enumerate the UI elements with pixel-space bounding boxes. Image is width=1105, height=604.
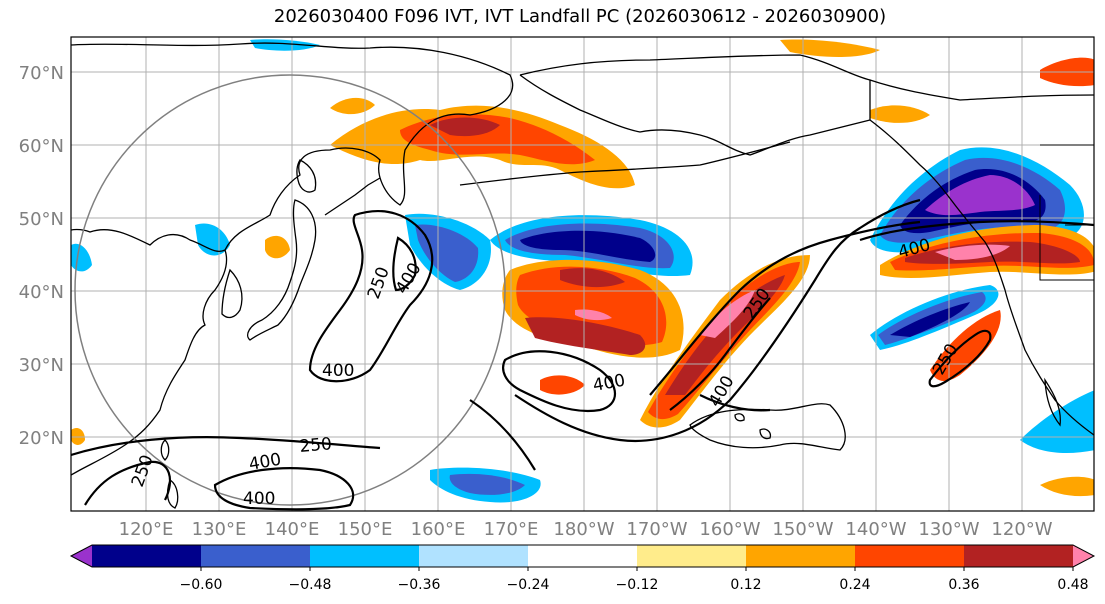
colorbar-tick-label: 0.12 xyxy=(730,577,761,593)
negative-shading xyxy=(195,223,230,256)
negative-shading xyxy=(520,230,656,262)
lat-label: 20°N xyxy=(19,428,64,449)
positive-shading xyxy=(560,268,625,288)
positive-shading xyxy=(265,235,290,259)
positive-shading xyxy=(71,428,85,445)
lat-label: 50°N xyxy=(19,209,64,230)
positive-shading xyxy=(330,97,375,115)
lat-label: 60°N xyxy=(19,136,64,157)
lon-label: 130°E xyxy=(192,519,247,540)
colorbar-tick-label: −0.12 xyxy=(616,577,659,593)
lon-label: 170°W xyxy=(626,519,687,540)
colorbar-segment xyxy=(310,545,420,567)
colorbar-segment xyxy=(92,545,202,567)
lat-label: 30°N xyxy=(19,355,64,376)
colorbar-segment xyxy=(855,545,965,567)
positive-shading xyxy=(430,117,500,137)
negative-shading xyxy=(890,302,970,337)
colorbar-segment xyxy=(528,545,638,567)
lon-label: 120°W xyxy=(991,519,1052,540)
negative-shading xyxy=(925,175,1035,216)
negative-shading xyxy=(415,224,479,282)
latitude-labels: 70°N 60°N 50°N 40°N 30°N 20°N xyxy=(19,63,64,449)
colorbar-segments xyxy=(71,545,1094,567)
radius-circle xyxy=(74,74,506,506)
colorbar-tick-label: −0.36 xyxy=(398,577,441,593)
colorbar-ticks: −0.60 −0.48 −0.36 −0.24 −0.12 0.12 0.24 0.36 0.4… xyxy=(180,567,1089,593)
positive-shading xyxy=(870,105,930,123)
lon-label: 140°W xyxy=(845,519,906,540)
longitude-labels: 120°E 130°E 140°E 150°E 160°E 170°E 180°… xyxy=(119,519,1053,540)
contour-label-400: 400 xyxy=(322,361,354,381)
colorbar-segment xyxy=(419,545,529,567)
positive-shading xyxy=(935,244,1010,260)
positive-shading xyxy=(930,310,1001,382)
lon-label: 130°W xyxy=(918,519,979,540)
colorbar-tick-label: −0.24 xyxy=(507,577,550,593)
colorbar-extend-min xyxy=(71,545,92,567)
positive-shading xyxy=(780,39,880,57)
positive-shading xyxy=(665,275,785,395)
lat-label: 40°N xyxy=(19,282,64,303)
colorbar-tick-label: 0.36 xyxy=(948,577,979,593)
colorbar-extend-max xyxy=(1073,545,1094,567)
gridlines xyxy=(71,37,1094,511)
map-title: 2026030400 F096 IVT, IVT Landfall PC (20… xyxy=(273,6,887,27)
lat-label: 70°N xyxy=(19,63,64,84)
lon-label: 180°W xyxy=(553,519,614,540)
positive-shading xyxy=(700,290,755,338)
coastlines xyxy=(71,42,1094,509)
colorbar-tick-label: −0.60 xyxy=(180,577,223,593)
contour-labels: 250 400 400 400 400 250 400 250 250 400 … xyxy=(128,235,963,509)
positive-shading xyxy=(540,375,585,395)
lon-label: 150°E xyxy=(338,519,393,540)
lon-label: 140°E xyxy=(265,519,320,540)
contour-label-250: 250 xyxy=(299,434,333,457)
colorbar-segment xyxy=(964,545,1074,567)
colorbar-tick-label: 0.48 xyxy=(1057,577,1088,593)
colorbar: −0.60 −0.48 −0.36 −0.24 −0.12 0.12 0.24 0.36 0.4… xyxy=(69,544,1096,593)
positive-shading xyxy=(1040,476,1094,497)
colorbar-outline xyxy=(69,544,1096,568)
ivt-contours xyxy=(71,198,1094,511)
lon-label: 170°E xyxy=(484,519,539,540)
negative-shading xyxy=(449,473,525,495)
colorbar-segment xyxy=(637,545,747,567)
positive-shading xyxy=(525,317,646,355)
lon-label: 160°E xyxy=(411,519,466,540)
lon-label: 150°W xyxy=(772,519,833,540)
contour-label-400: 400 xyxy=(243,489,275,509)
lon-label: 120°E xyxy=(119,519,174,540)
colorbar-segment xyxy=(201,545,311,567)
negative-shading xyxy=(250,39,320,51)
colorbar-tick-label: 0.24 xyxy=(839,577,870,593)
map-border xyxy=(70,36,1095,512)
colorbar-segment xyxy=(746,545,856,567)
lon-label: 160°W xyxy=(699,519,760,540)
colorbar-tick-label: −0.48 xyxy=(289,577,332,593)
